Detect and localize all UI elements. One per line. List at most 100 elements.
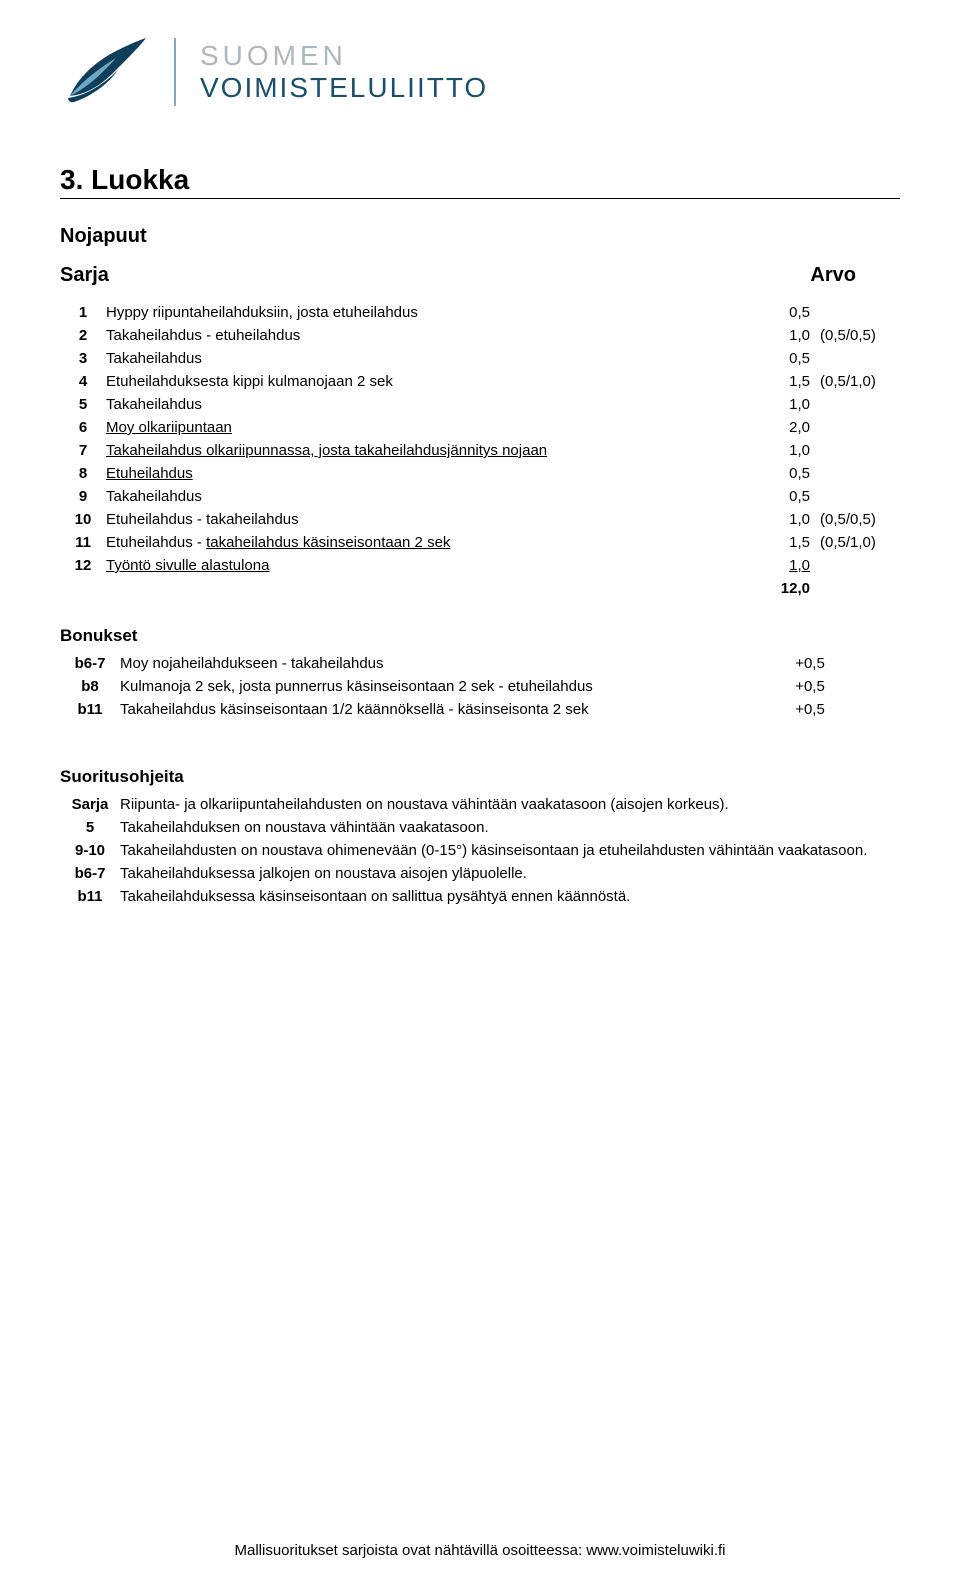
row-desc: Etuheilahduksesta kippi kulmanojaan 2 se… [106,370,720,393]
table-row: 5Takaheilahdus1,0 [60,393,900,416]
row-extra [810,301,900,324]
instruction-row: b11Takaheilahduksessa käsinseisontaan on… [60,885,900,908]
table-row: 6Moy olkariipuntaan 2,0 [60,416,900,439]
brand-line-2: VOIMISTELULIITTO [200,72,488,104]
bonus-label: b6-7 [60,652,120,675]
instruction-text: Takaheilahduksen on noustava vähintään v… [120,816,900,839]
total-row: 12,0 [60,577,900,600]
row-desc-text: Takaheilahdus - etuheilahdus [106,327,300,344]
row-desc: Takaheilahdus olkariipunnassa, josta tak… [106,439,720,462]
instruction-row: 5Takaheilahduksen on noustava vähintään … [60,816,900,839]
row-value: 0,5 [720,462,810,485]
row-desc-text: Työntö sivulle alastulona [106,557,269,574]
row-extra: (0,5/1,0) [810,531,900,554]
instructions-title: Suoritusohjeita [60,767,900,787]
row-number: 5 [60,393,106,416]
page: SUOMEN VOIMISTELULIITTO 3. Luokka Nojapu… [0,0,960,1575]
row-desc-text: Etuheilahdus [106,465,193,482]
logo-text-block: SUOMEN VOIMISTELULIITTO [200,40,488,104]
instruction-row: b6-7Takaheilahduksessa jalkojen on noust… [60,862,900,885]
row-desc: Takaheilahdus [106,347,720,370]
section-title: Nojapuut [60,225,900,248]
table-row: 4Etuheilahduksesta kippi kulmanojaan 2 s… [60,370,900,393]
row-extra [810,393,900,416]
row-number: 6 [60,416,106,439]
sarja-table: Sarja Arvo 1Hyppy riipuntaheilahduksiin,… [60,264,900,600]
table-row: 1Hyppy riipuntaheilahduksiin, josta etuh… [60,301,900,324]
row-extra [810,554,900,577]
row-number: 9 [60,485,106,508]
row-desc: Etuheilahdus - takaheilahdus [106,508,720,531]
instruction-label: 9-10 [60,839,120,862]
row-desc-text: Etuheilahdus - takaheilahdus [106,511,299,528]
row-extra [810,416,900,439]
bonus-row: b8Kulmanoja 2 sek, josta punnerrus käsin… [60,675,900,698]
bonus-label: b8 [60,675,120,698]
row-value: 1,0 [720,439,810,462]
instructions-block: Suoritusohjeita SarjaRiipunta- ja olkari… [60,767,900,908]
sarja-header: Sarja [60,264,720,301]
bonus-text: Moy nojaheilahdukseen - takaheilahdus [120,652,720,675]
row-desc-text: Moy olkariipuntaan [106,419,232,436]
instruction-row: 9-10Takaheilahdusten on noustava ohimene… [60,839,900,862]
row-number: 3 [60,347,106,370]
row-value-text: 1,0 [789,557,810,574]
row-extra: (0,5/0,5) [810,508,900,531]
brand-line-1: SUOMEN [200,40,488,72]
row-desc: Hyppy riipuntaheilahduksiin, josta etuhe… [106,301,720,324]
logo-header: SUOMEN VOIMISTELULIITTO [60,28,900,116]
row-value: 0,5 [720,301,810,324]
title-rule [60,198,900,199]
row-number: 2 [60,324,106,347]
footer-text: Mallisuoritukset sarjoista ovat nähtävil… [0,1542,960,1559]
row-value: 0,5 [720,485,810,508]
logo-swoosh-icon [60,28,150,116]
instruction-text: Takaheilahduksessa jalkojen on noustava … [120,862,900,885]
row-desc-underline: takaheilahdus käsinseisontaan 2 sek [206,534,450,551]
row-extra [810,485,900,508]
instructions-table: SarjaRiipunta- ja olkariipuntaheilahdust… [60,793,900,908]
row-desc-text: Etuheilahduksesta kippi kulmanojaan 2 se… [106,373,393,390]
total-value: 12,0 [720,577,810,600]
table-row: 2Takaheilahdus - etuheilahdus1,0(0,5/0,5… [60,324,900,347]
table-row: 8Etuheilahdus 0,5 [60,462,900,485]
instruction-text: Takaheilahduksessa käsinseisontaan on sa… [120,885,900,908]
instruction-label: b11 [60,885,120,908]
bonus-value: +0,5 [720,698,900,721]
row-extra [810,462,900,485]
instruction-text: Takaheilahdusten on noustava ohimenevään… [120,839,900,862]
table-row: 10Etuheilahdus - takaheilahdus1,0(0,5/0,… [60,508,900,531]
table-row: 11Etuheilahdus - takaheilahdus käsinseis… [60,531,900,554]
table-row: 3Takaheilahdus0,5 [60,347,900,370]
table-row: 9Takaheilahdus 0,5 [60,485,900,508]
row-number: 1 [60,301,106,324]
bonukset-table: b6-7Moy nojaheilahdukseen - takaheilahdu… [60,652,900,721]
instruction-text: Riipunta- ja olkariipuntaheilahdusten on… [120,793,900,816]
row-desc: Takaheilahdus [106,393,720,416]
bonus-label: b11 [60,698,120,721]
row-desc-text: Takaheilahdus [106,488,202,505]
row-extra: (0,5/1,0) [810,370,900,393]
row-value: 1,0 [720,508,810,531]
table-row: 12Työntö sivulle alastulona 1,0 [60,554,900,577]
bonus-value: +0,5 [720,675,900,698]
row-value: 1,5 [720,370,810,393]
row-value: 1,0 [720,393,810,416]
row-number: 8 [60,462,106,485]
logo-divider [174,38,176,106]
row-desc: Takaheilahdus [106,485,720,508]
bonukset-title: Bonukset [60,626,900,646]
row-number: 12 [60,554,106,577]
row-desc: Moy olkariipuntaan [106,416,720,439]
row-desc-text: Takaheilahdus [106,350,202,367]
arvo-header: Arvo [720,264,900,301]
row-extra: (0,5/0,5) [810,324,900,347]
row-desc: Takaheilahdus - etuheilahdus [106,324,720,347]
bonus-row: b6-7Moy nojaheilahdukseen - takaheilahdu… [60,652,900,675]
row-desc: Etuheilahdus [106,462,720,485]
row-number: 4 [60,370,106,393]
row-desc: Työntö sivulle alastulona [106,554,720,577]
row-desc-prefix: Etuheilahdus - [106,534,206,551]
row-value: 1,5 [720,531,810,554]
row-value: 2,0 [720,416,810,439]
